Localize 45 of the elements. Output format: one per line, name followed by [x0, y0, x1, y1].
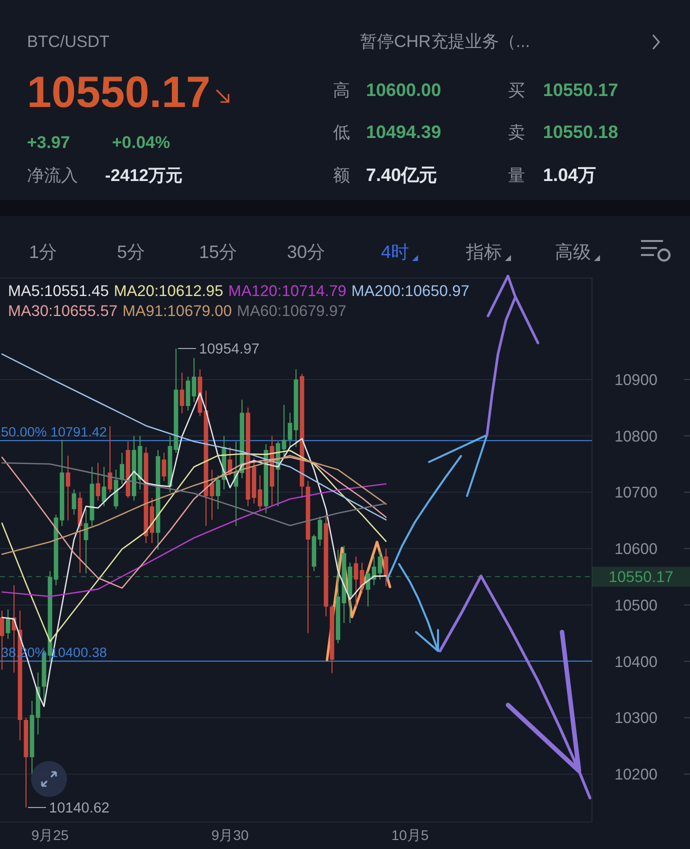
y-tick-label: 10600 — [614, 541, 658, 558]
text: 买 — [508, 81, 525, 100]
y-tick-label: 10400 — [614, 654, 658, 671]
text: 10550.18 — [543, 122, 618, 142]
text: +0.04% — [112, 133, 170, 152]
text: 高 — [333, 81, 350, 100]
x-tick-label: 9月25 — [31, 827, 69, 843]
text: +3.97 — [27, 133, 70, 152]
text: 量 — [508, 166, 525, 185]
y-tick-label: 10500 — [614, 597, 658, 614]
text: 10600.00 — [366, 80, 442, 100]
text: 暂停CHR充提业务（... — [360, 32, 530, 51]
y-tick-label: 10700 — [614, 484, 658, 502]
x-tick-label: 10月5 — [391, 827, 429, 843]
ref-line-label: 10550.17 — [592, 566, 690, 587]
text: 额 — [333, 166, 350, 185]
annotation: 10140.62 — [49, 800, 110, 817]
text: 10550.17 — [27, 68, 211, 117]
text: 净流入 — [27, 166, 78, 185]
y-tick-label: 10900 — [614, 372, 658, 389]
text: 1分 — [29, 242, 58, 262]
text: -2412万元 — [105, 166, 182, 185]
text: 5分 — [117, 242, 146, 262]
text: 10494.39 — [366, 122, 442, 142]
text: 15分 — [199, 242, 238, 262]
legend: MA5:10551.45 MA20:10612.95 MA120:10714.79 MA200:10650.97 MA30:10655.57 MA91:10679.00 MA60:10679.97 — [8, 283, 470, 320]
annotation: 10954.97 — [199, 341, 260, 358]
text: 10550.17 — [543, 80, 618, 100]
annotation: 10954.97 — [178, 341, 260, 358]
annotation: 10140.62 — [28, 800, 110, 817]
text: 7.40亿元 — [366, 165, 438, 185]
text: 指标 — [465, 242, 502, 262]
y-tick-label: 10300 — [614, 710, 658, 728]
y-tick-label: 10800 — [614, 428, 658, 446]
text: 低 — [333, 123, 350, 142]
ref-line-label: 50.00% 10791.42 — [1, 424, 107, 440]
x-tick-label: 9月30 — [211, 827, 249, 843]
text: BTC/USDT — [27, 33, 110, 51]
y-tick-label: 10200 — [614, 766, 658, 784]
text: 1.04万 — [543, 165, 596, 185]
text: 卖 — [508, 123, 525, 142]
text: 4时 — [381, 242, 410, 262]
text: 高级 — [555, 242, 591, 262]
text: 30分 — [287, 242, 326, 262]
ref-line-label: 10550.17 — [608, 569, 674, 586]
